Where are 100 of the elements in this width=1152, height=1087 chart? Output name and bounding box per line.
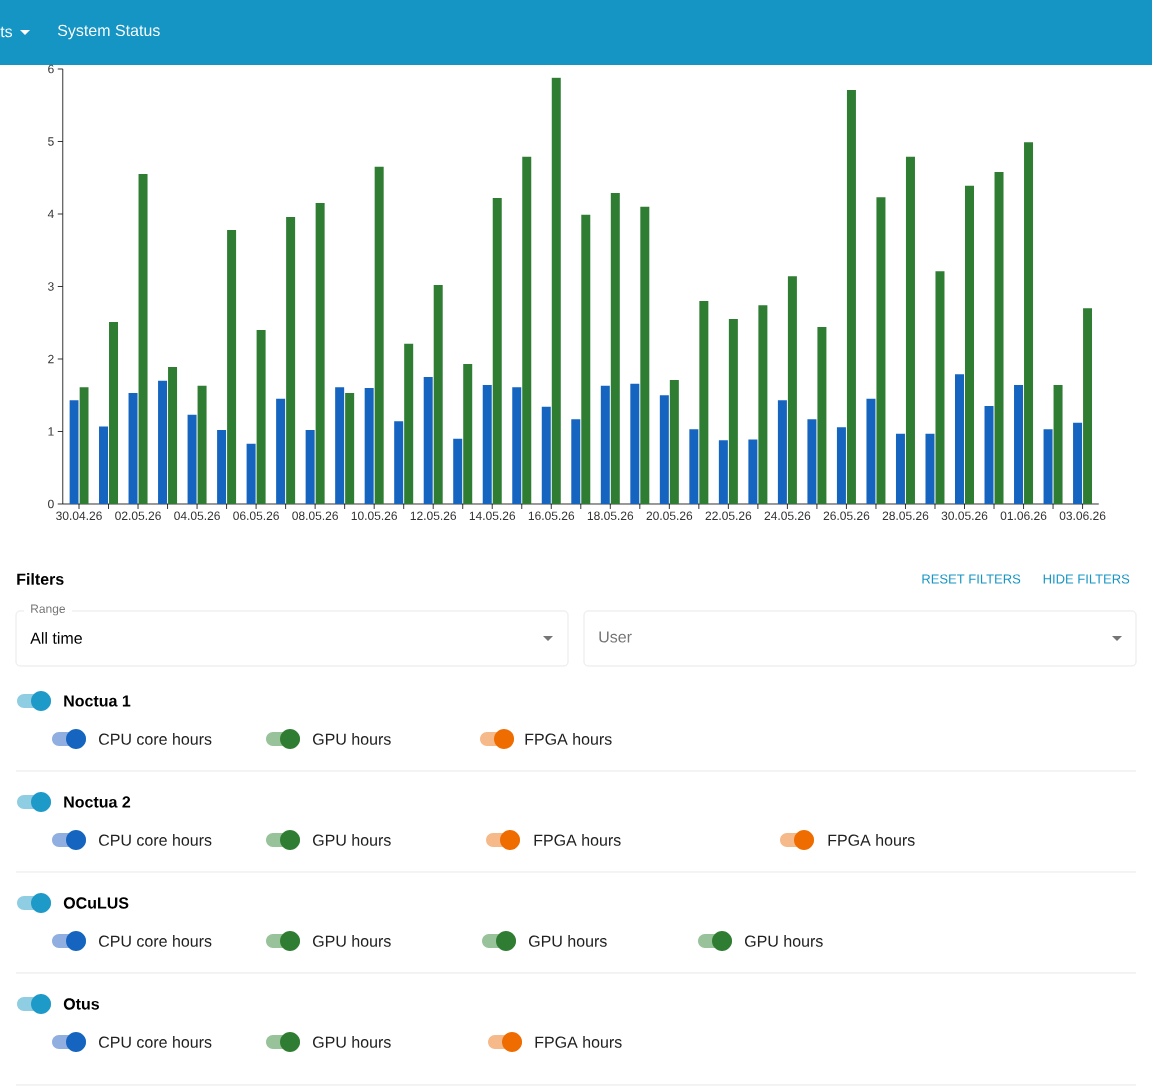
bar	[69, 400, 79, 504]
x-tick-label: 14.05.26	[469, 511, 516, 521]
x-tick-label: 26.05.26	[823, 511, 870, 521]
x-tick-label: 30.04.26	[56, 511, 102, 521]
bar	[836, 427, 846, 504]
bar	[689, 429, 699, 504]
x-tick-label: 02.05.26	[115, 511, 161, 521]
bar	[99, 426, 109, 504]
bar	[286, 216, 296, 504]
x-tick-label: 01.06.26	[1000, 511, 1047, 521]
x-tick-label: 30.05.26	[941, 511, 988, 521]
y-tick-label: 1	[48, 427, 54, 436]
text: Otus	[63, 998, 99, 1010]
text: CPU core hours	[99, 935, 212, 947]
text: FPGA hours	[535, 1036, 622, 1048]
x-tick-label: 20.05.26	[646, 511, 693, 521]
text: GPU hours	[313, 1036, 391, 1048]
bar	[227, 229, 237, 504]
bar	[423, 377, 433, 504]
bar	[453, 438, 463, 504]
bar	[551, 77, 561, 504]
bar	[640, 206, 650, 504]
x-tick-label: 22.05.26	[705, 511, 752, 521]
bar	[138, 174, 148, 504]
bar	[128, 393, 138, 504]
bar	[1083, 308, 1093, 504]
text: User	[599, 631, 632, 643]
x-tick-label: 28.05.26	[882, 511, 929, 521]
bar	[541, 406, 551, 504]
x-tick-label: 03.06.26	[1059, 511, 1106, 521]
text: FPGA hours	[525, 733, 612, 745]
bar	[748, 439, 758, 504]
bar	[404, 343, 414, 504]
bar	[1073, 422, 1083, 504]
x-tick-label: 10.05.26	[351, 511, 397, 521]
text: GPU hours	[313, 935, 391, 947]
text: CPU core hours	[99, 733, 212, 745]
x-tick-label: 12.05.26	[410, 511, 457, 521]
bar	[876, 197, 886, 504]
text: GPU hours	[745, 935, 823, 947]
bar	[492, 198, 502, 504]
bar	[276, 398, 286, 504]
y-tick-label: 0	[48, 499, 54, 509]
y-tick-label: 3	[48, 282, 54, 291]
bar	[965, 185, 974, 504]
bar	[935, 271, 945, 504]
text: All time	[30, 632, 82, 644]
text: OCuLUS	[63, 897, 129, 909]
text: FPGA hours	[534, 834, 621, 846]
text: GPU hours	[529, 935, 607, 947]
bar	[925, 433, 935, 504]
y-tick-label: 5	[48, 137, 54, 146]
y-tick-label: 4	[47, 209, 54, 219]
bar	[256, 329, 266, 504]
bar	[600, 385, 610, 504]
bar	[315, 203, 325, 504]
text: Range	[31, 604, 66, 616]
bar	[758, 305, 768, 504]
text: Filters	[17, 573, 64, 585]
text: HIDE FILTERS	[1043, 574, 1130, 584]
bar	[905, 156, 915, 504]
bar	[659, 395, 669, 504]
bar	[846, 90, 856, 504]
bar	[335, 387, 345, 504]
bar	[777, 400, 787, 504]
x-tick-label: 18.05.26	[587, 511, 634, 521]
bar	[345, 393, 355, 504]
bar	[246, 443, 256, 504]
bar	[217, 430, 227, 504]
bar	[571, 419, 581, 504]
bar	[895, 433, 905, 504]
bar	[1014, 385, 1024, 504]
bar	[109, 322, 119, 504]
bar	[718, 440, 728, 504]
y-tick-label: 6	[48, 64, 54, 74]
bar	[522, 156, 532, 504]
bar	[699, 300, 709, 504]
bar	[630, 383, 640, 504]
text: ts	[0, 26, 13, 38]
text: CPU core hours	[99, 834, 212, 846]
bar	[955, 374, 964, 504]
bar	[79, 387, 89, 504]
bar	[1053, 385, 1063, 504]
bar	[197, 385, 207, 504]
text: CPU core hours	[99, 1036, 212, 1048]
bar	[807, 419, 817, 504]
text: FPGA hours	[828, 834, 915, 846]
text: GPU hours	[313, 834, 391, 846]
text: System Status	[57, 24, 160, 40]
bar	[817, 327, 827, 504]
x-tick-label: 16.05.26	[528, 511, 575, 521]
bar	[364, 387, 374, 504]
bar	[1024, 142, 1034, 504]
bar	[168, 366, 178, 504]
bar	[187, 414, 197, 504]
x-tick-label: 08.05.26	[292, 511, 338, 521]
bar	[394, 421, 404, 504]
bar	[669, 380, 679, 504]
bar	[866, 398, 876, 504]
bar	[158, 380, 168, 504]
